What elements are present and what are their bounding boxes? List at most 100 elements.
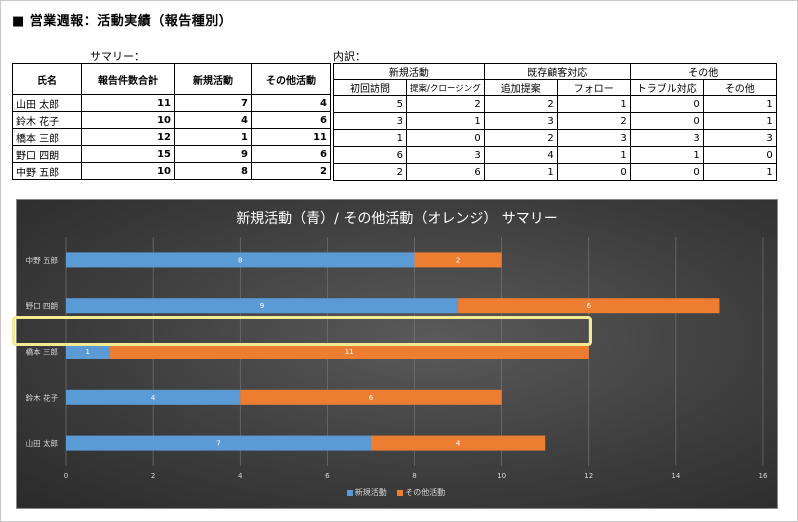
detail-label: 内訳：	[333, 50, 366, 63]
cell: 3	[629, 129, 704, 147]
cell-total: 10	[81, 111, 175, 129]
cell-other: 4	[251, 94, 331, 112]
header-name: 氏名	[12, 63, 82, 95]
cell: 3	[333, 112, 407, 130]
header-total: 報告件数合計	[81, 63, 175, 95]
x-tick-label: 6	[325, 472, 330, 480]
legend-swatch-blue	[346, 489, 353, 496]
bar-other	[240, 389, 502, 405]
cell: 1	[483, 163, 558, 181]
x-tick-label: 8	[412, 472, 416, 480]
y-tick-label: 橋本 三郎	[26, 347, 58, 357]
table-row: 橋本 三郎 12 1 11	[12, 128, 331, 146]
subheader: トラブル対応	[629, 79, 704, 96]
cell: 1	[556, 146, 631, 164]
y-tick-label: 中野 五郎	[26, 255, 58, 265]
x-tick-label: 4	[238, 472, 243, 480]
cell-new: 9	[174, 145, 252, 163]
cell-other: 6	[251, 111, 331, 129]
y-tick-label: 鈴木 花子	[26, 392, 59, 402]
subheader: フォロー	[556, 79, 631, 96]
header-new: 新規活動	[174, 63, 252, 95]
cell: 6	[406, 163, 485, 181]
table-row: 2 6 1 0 0 1	[333, 163, 777, 181]
cell: 1	[333, 129, 407, 147]
table-row: 鈴木 花子 10 4 6	[12, 111, 331, 129]
detail-table: 新規活動 既存顧客対応 その他 初回訪問 提案/クロージング 追加提案 フォロー…	[333, 63, 777, 181]
cell: 6	[333, 146, 407, 164]
cell: 0	[556, 163, 631, 181]
cell: 1	[629, 146, 704, 164]
cell-total: 10	[81, 162, 175, 180]
cell: 3	[406, 146, 485, 164]
cell-name: 橋本 三郎	[12, 128, 82, 146]
x-tick-label: 12	[584, 472, 593, 480]
chart-area[interactable]: 0 2 4 6 8 10 12 14 16 中野 五郎 8 2 野口 四朗 9 6 橋本 三郎 1 11 鈴木 花子…	[16, 199, 778, 509]
cell-other: 2	[251, 162, 331, 180]
cell: 2	[406, 95, 485, 113]
group-other: その他	[629, 63, 777, 80]
cell: 2	[556, 112, 631, 130]
bar-new	[66, 435, 371, 451]
cell: 3	[556, 129, 631, 147]
y-tick-label: 野口 四朗	[26, 301, 58, 311]
highlight-box	[12, 316, 592, 346]
x-tick-label: 16	[759, 472, 768, 480]
table-row: 山田 太郎 11 7 4	[12, 94, 331, 112]
data-label: 4	[151, 394, 156, 402]
cell: 0	[629, 112, 704, 130]
subheader: 追加提案	[483, 79, 558, 96]
cell: 1	[702, 163, 777, 181]
y-tick-label: 山田 太郎	[26, 438, 58, 448]
cell-total: 15	[81, 145, 175, 163]
cell: 5	[333, 95, 407, 113]
cell-name: 鈴木 花子	[12, 111, 82, 129]
subheader: その他	[702, 79, 777, 96]
cell: 2	[483, 95, 558, 113]
summary-label: サマリー：	[90, 50, 145, 63]
table-row: 3 1 3 2 0 1	[333, 112, 777, 130]
cell-name: 山田 太郎	[12, 94, 82, 112]
data-label: 11	[345, 348, 354, 356]
cell-total: 11	[81, 94, 175, 112]
table-row: 5 2 2 1 0 1	[333, 95, 777, 113]
cell: 0	[629, 95, 704, 113]
cell: 1	[406, 112, 485, 130]
subheader: 提案/クロージング	[406, 79, 485, 96]
data-label: 9	[260, 302, 264, 310]
cell-new: 1	[174, 128, 252, 146]
table-row: 1 0 2 3 3 3	[333, 129, 777, 147]
table-row: 野口 四朗 15 9 6	[12, 145, 331, 163]
table-row: 6 3 4 1 1 0	[333, 146, 777, 164]
cell-other: 11	[251, 128, 331, 146]
chart-legend: 新規活動 その他活動	[16, 487, 776, 498]
cell: 1	[702, 112, 777, 130]
bar-new	[66, 344, 110, 359]
group-new: 新規活動	[333, 63, 485, 80]
cell: 1	[702, 95, 777, 113]
header-other: その他活動	[251, 63, 331, 95]
group-existing: 既存顧客対応	[483, 63, 631, 80]
summary-header-row: 氏名 報告件数合計 新規活動 その他活動	[12, 63, 331, 95]
cell: 3	[483, 112, 558, 130]
subheader: 初回訪問	[333, 79, 407, 96]
cell: 2	[333, 163, 407, 181]
bar-other	[370, 435, 546, 451]
cell-new: 7	[174, 94, 252, 112]
detail-group-row: 新規活動 既存顧客対応 その他	[333, 63, 777, 80]
x-tick-label: 14	[671, 472, 680, 480]
cell-new: 8	[174, 162, 252, 180]
cell: 0	[702, 146, 777, 164]
data-label: 4	[456, 440, 461, 448]
cell-name: 中野 五郎	[12, 162, 82, 180]
data-label: 6	[587, 302, 592, 310]
cell: 3	[702, 129, 777, 147]
data-label: 6	[369, 394, 374, 402]
detail-subheader-row: 初回訪問 提案/クロージング 追加提案 フォロー トラブル対応 その他	[333, 79, 777, 96]
cell: 2	[483, 129, 558, 147]
cell-name: 野口 四朗	[12, 145, 82, 163]
bar-other	[109, 344, 589, 359]
data-label: 7	[216, 440, 220, 448]
legend-item-new: 新規活動	[346, 488, 387, 497]
